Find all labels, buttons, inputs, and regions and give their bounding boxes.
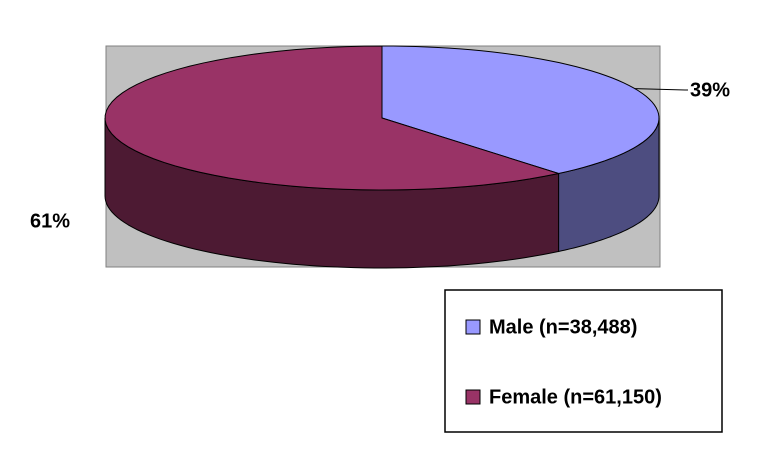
legend-label: Male (n=38,488) (489, 316, 637, 338)
slice (381, 45, 660, 174)
legend-swatch (465, 319, 481, 335)
data-label: 61% (30, 210, 70, 232)
legend-box (444, 289, 723, 433)
leader-line (634, 88, 688, 91)
legend-label: Female (n=61,150) (489, 386, 662, 408)
data-label: 39% (690, 79, 730, 101)
legend-swatch (465, 389, 481, 405)
slice (104, 45, 559, 191)
